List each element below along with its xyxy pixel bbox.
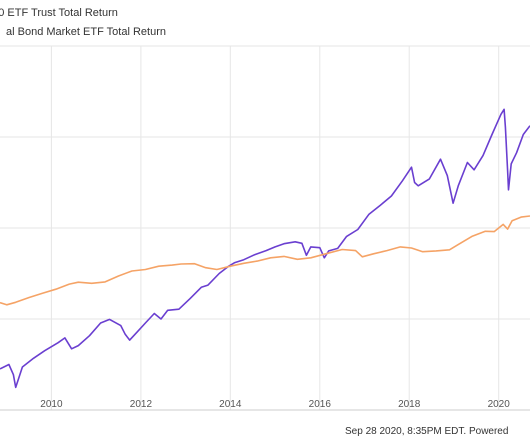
x-tick-label: 2014	[219, 399, 242, 410]
legend: 500 ETF Trust Total Return al Bond Marke…	[0, 0, 530, 44]
x-tick-label: 2020	[488, 399, 511, 410]
legend-item-bnd[interactable]: al Bond Market ETF Total Return	[0, 24, 166, 40]
footer-timestamp: Sep 28 2020, 8:35PM EDT. Powered	[345, 426, 509, 437]
series-line-bnd	[0, 215, 530, 306]
legend-item-spy[interactable]: 500 ETF Trust Total Return	[0, 5, 118, 21]
legend-label-spy: 500 ETF Trust Total Return	[0, 7, 118, 19]
x-tick-label: 2012	[130, 399, 153, 410]
footer-attribution: Sep 28 2020, 8:35PM EDT. Powered	[330, 424, 530, 440]
x-tick-label: 2016	[309, 399, 332, 410]
series-line-spy	[0, 108, 530, 389]
x-tick-label: 2018	[398, 399, 421, 410]
legend-label-bnd: al Bond Market ETF Total Return	[6, 26, 166, 38]
x-tick-label: 2010	[40, 399, 63, 410]
